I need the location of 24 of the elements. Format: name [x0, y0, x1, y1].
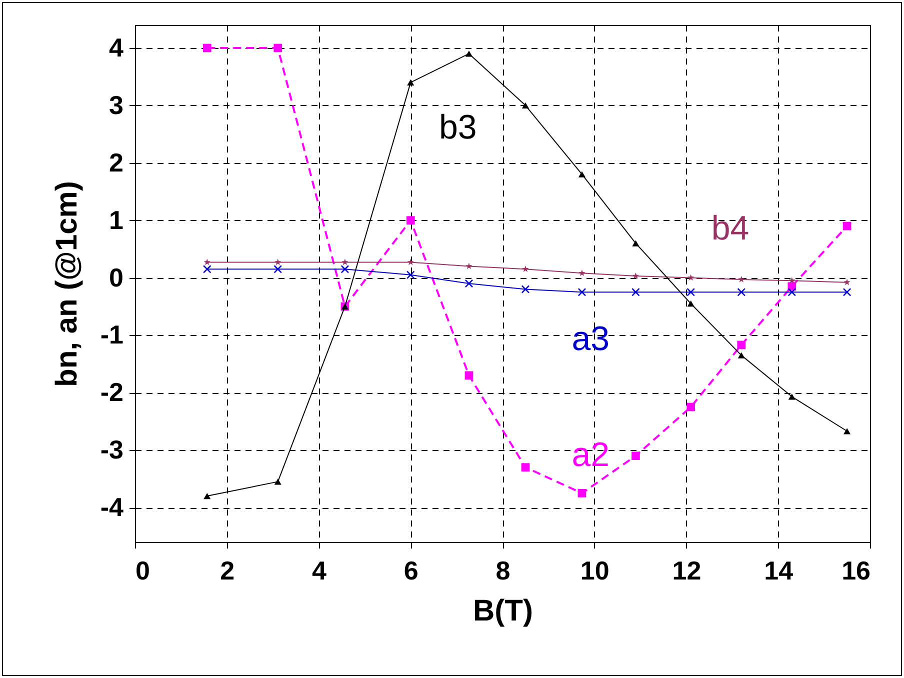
y-tick-label: 4	[109, 32, 124, 62]
y-tick-label: -3	[100, 434, 124, 465]
x-tick-label: 6	[404, 556, 418, 586]
series-label: a3	[572, 320, 610, 358]
y-tick-label: 0	[109, 262, 124, 292]
y-axis-title: bn, an (@1cm)	[50, 181, 84, 387]
x-tick-label: 2	[220, 556, 235, 586]
x-tick-label: 10	[580, 556, 610, 586]
y-tick-label: -1	[100, 320, 124, 350]
y-tick-label: 2	[109, 147, 124, 178]
y-tick-label: 3	[109, 90, 124, 120]
x-tick-label: 14	[764, 556, 794, 586]
x-axis-title: B(T)	[473, 594, 533, 628]
series-label: b4	[711, 209, 750, 248]
series-label: b3	[438, 108, 477, 147]
x-tick-label: 12	[672, 556, 702, 586]
x-tick-label: 0	[136, 556, 150, 586]
y-tick-label: -4	[100, 492, 124, 522]
y-tick-label: -2	[100, 377, 124, 408]
y-tick-label: 1	[109, 204, 124, 235]
x-tick-label: 8	[496, 556, 510, 586]
x-tick-label: 16	[842, 556, 870, 586]
x-tick-label: 4	[312, 556, 328, 586]
series-label: a2	[572, 436, 610, 474]
